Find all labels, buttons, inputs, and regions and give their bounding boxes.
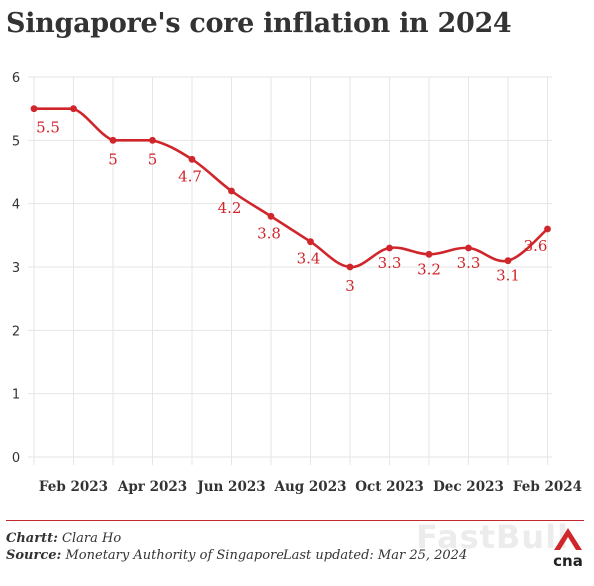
x-tick-label: Feb 2024 xyxy=(513,479,582,495)
data-point xyxy=(30,105,38,113)
last-updated: Last updated: Mar 25, 2024 xyxy=(283,548,468,563)
data-label: 4.7 xyxy=(178,167,202,185)
data-label: 5.5 xyxy=(36,119,60,137)
y-tick-label: 6 xyxy=(12,71,20,86)
y-tick-label: 4 xyxy=(12,198,20,213)
chart-footer: Chartt: Clara Ho Source: Monetary Author… xyxy=(6,530,467,564)
data-label: 3.2 xyxy=(417,260,441,278)
y-tick-label: 5 xyxy=(12,134,20,149)
series-line xyxy=(32,107,549,269)
data-label: 3.1 xyxy=(496,267,520,285)
x-tick-label: Jun 2023 xyxy=(196,479,265,495)
data-point xyxy=(346,263,354,271)
y-tick-label: 0 xyxy=(12,451,20,466)
data-point xyxy=(109,136,117,144)
data-labels: 5.5 5 5 4.7 4.2 3.8 3.4 3 3.3 3.2 3.3 3.13.6 xyxy=(36,119,547,295)
data-point xyxy=(465,244,472,252)
data-label: 4.2 xyxy=(218,199,242,217)
data-label: 3 xyxy=(345,277,355,295)
data-label: 3.3 xyxy=(378,254,402,272)
data-label: 3.4 xyxy=(297,250,321,268)
x-tick-label: Aug 2023 xyxy=(273,479,346,495)
data-label: 3.3 xyxy=(457,254,481,272)
data-point xyxy=(188,155,196,163)
data-point xyxy=(386,244,393,252)
y-axis-ticks: 0 1 2 3 4 5 6 xyxy=(12,71,20,466)
data-point xyxy=(544,225,551,233)
source-text: Monetary Authority of Singapore xyxy=(65,548,284,563)
data-label: 5 xyxy=(148,150,158,168)
source-prefix: Source: xyxy=(6,548,62,563)
y-tick-label: 2 xyxy=(12,324,20,339)
cna-logo: cna xyxy=(553,528,583,570)
x-tick-label: Oct 2023 xyxy=(355,479,424,495)
source-line: Source: Monetary Authority of Singapore xyxy=(6,547,284,564)
grid xyxy=(28,76,552,465)
line-chart: 0 1 2 3 4 5 6 Feb 2023 Apr 2023 Jun 2023 Aug 2023… xyxy=(12,71,582,495)
y-tick-label: 3 xyxy=(12,261,20,276)
data-points xyxy=(30,105,551,271)
data-point xyxy=(228,187,235,195)
credit-line: Chartt: Clara Ho xyxy=(6,530,284,547)
data-label: 3.8 xyxy=(257,224,281,242)
data-label: 3.6 xyxy=(524,237,548,255)
data-point xyxy=(70,105,77,113)
watermark: FastBull xyxy=(416,518,570,556)
chart-credit-prefix: Chartt: xyxy=(6,531,58,546)
x-axis-ticks: Feb 2023 Apr 2023 Jun 2023 Aug 2023 Oct 2023… xyxy=(39,479,582,495)
x-tick-label: Apr 2023 xyxy=(117,479,187,495)
x-tick-label: Feb 2023 xyxy=(39,479,108,495)
data-point xyxy=(149,136,156,144)
data-label: 5 xyxy=(108,150,118,168)
data-point xyxy=(267,212,275,220)
footer-divider xyxy=(6,520,584,521)
chart-title: Singapore's core inflation in 2024 xyxy=(6,8,512,39)
data-point xyxy=(504,257,512,265)
data-point xyxy=(425,250,433,258)
chart-credit-author: Clara Ho xyxy=(62,531,122,546)
y-tick-label: 1 xyxy=(12,388,20,403)
data-point xyxy=(307,238,314,246)
logo-text: cna xyxy=(553,552,583,570)
x-tick-label: Dec 2023 xyxy=(433,479,504,495)
